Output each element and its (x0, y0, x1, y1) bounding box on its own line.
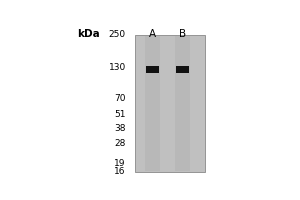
Bar (175, 36, 190, 171)
Text: B: B (179, 29, 186, 39)
Text: 38: 38 (114, 124, 126, 133)
Bar (176, 66, 189, 73)
Text: A: A (149, 29, 156, 39)
Bar (145, 36, 160, 171)
Text: 16: 16 (114, 167, 126, 176)
Text: 28: 28 (115, 139, 126, 148)
Text: 51: 51 (114, 110, 126, 119)
Text: 70: 70 (114, 94, 126, 103)
Text: 250: 250 (109, 30, 126, 39)
Text: 130: 130 (109, 63, 126, 72)
Text: kDa: kDa (77, 29, 100, 39)
Text: 19: 19 (114, 159, 126, 168)
Bar (135, 35, 205, 172)
Bar (146, 66, 159, 73)
